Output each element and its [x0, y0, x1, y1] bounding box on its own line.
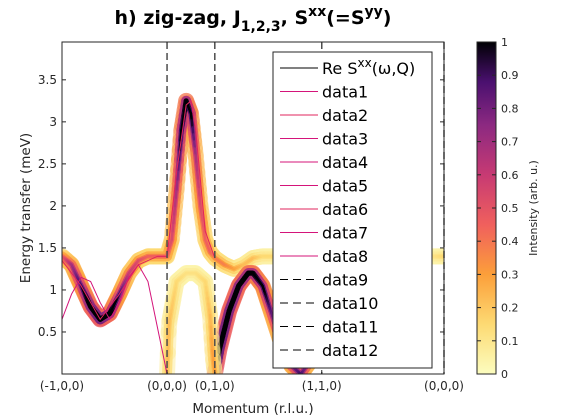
legend-box: [272, 51, 433, 369]
band-segment: [170, 229, 174, 241]
legend-label-data4: data4: [322, 153, 368, 172]
y-tick-label: 1: [49, 283, 57, 297]
legend-label-data5: data5: [322, 177, 368, 196]
band-segment: [194, 154, 198, 166]
legend-label-data7: data7: [322, 224, 368, 243]
y-tick-label: 1.5: [38, 241, 57, 255]
colorbar-tick-label: 0.3: [501, 268, 519, 281]
x-tick-label: (1,1,0): [302, 379, 342, 393]
colorbar-tick-label: 0.9: [501, 69, 519, 82]
colorbar-tick-label: 1: [501, 36, 508, 49]
legend-label-re-sxx: Re Sxx(ω,Q): [322, 56, 415, 78]
band-segment: [208, 313, 213, 329]
legend-label-data10: data10: [322, 294, 378, 313]
y-tick-label: 3.5: [38, 73, 57, 87]
colorbar-tick-label: 0.5: [501, 202, 519, 215]
legend-label-data1: data1: [322, 83, 368, 102]
x-tick-label: (0,0,0): [424, 379, 464, 393]
x-tick-label: (-1,0,0): [40, 379, 84, 393]
legend-label-data8: data8: [322, 247, 368, 266]
x-tick-label: (0,1,0): [195, 379, 235, 393]
colorbar-tick-label: 0.2: [501, 302, 519, 315]
band-segment: [172, 213, 176, 224]
series-line-data1: [62, 263, 168, 374]
band-segment: [174, 187, 178, 199]
y-tick-label: 2: [49, 199, 57, 213]
y-tick-label: 0.5: [38, 325, 57, 339]
legend: Re Sxx(ω,Q) data1 data2 data3 data4 data5 dat…: [272, 51, 433, 369]
band-segment: [175, 178, 179, 191]
colorbar-tick-label: 0: [501, 368, 508, 381]
x-axis-label: Momentum (r.l.u.): [192, 401, 313, 417]
band-segment: [172, 204, 177, 216]
band-segment: [173, 196, 178, 208]
y-axis-label: Energy transfer (meV): [18, 133, 34, 283]
legend-label-data2: data2: [322, 106, 368, 125]
legend-label-data3: data3: [322, 130, 368, 149]
x-axis-ticks: (-1,0,0) (0,0,0) (0,1,0) (1,1,0) (0,0,0): [40, 370, 464, 393]
colorbar-tick-label: 0.1: [501, 335, 519, 348]
colorbar-tick-label: 0.6: [501, 169, 519, 182]
y-axis-ticks: 0.5 1 1.5 2 2.5 3 3.5: [38, 73, 444, 339]
y-tick-label: 3: [49, 115, 57, 129]
band-segment: [196, 179, 201, 191]
band-segment: [176, 158, 181, 171]
band-segment: [210, 337, 214, 352]
colorbar-ticks: 0 0.1 0.2 0.3 0.4 0.5 0.6 0.7 0.8 0.9 1: [477, 36, 519, 381]
band-segment: [179, 129, 183, 142]
band-segment: [166, 330, 170, 355]
band-segment: [209, 325, 213, 340]
band-segment: [171, 221, 175, 233]
band-segment: [211, 348, 215, 362]
y-tick-label: 2.5: [38, 157, 57, 171]
colorbar-tick-label: 0.4: [501, 235, 519, 248]
legend-label-data11: data11: [322, 318, 378, 337]
band-segment: [196, 171, 200, 182]
x-tick-label: (0,0,0): [147, 379, 187, 393]
band-segment: [176, 168, 180, 181]
legend-label-data6: data6: [322, 200, 368, 219]
colorbar-tick-label: 0.8: [501, 102, 519, 115]
legend-label-data9: data9: [322, 271, 368, 290]
band-segment: [198, 196, 202, 208]
colorbar-tick-label: 0.7: [501, 136, 519, 149]
chart-title: h) zig-zag, J1,2,3, Sxx(=Syy): [115, 4, 392, 35]
colorbar-label: Intensity (arb. u.): [527, 160, 540, 256]
legend-label-data12: data12: [322, 341, 378, 360]
plot-frame: [61, 41, 445, 375]
band-segment: [167, 319, 171, 334]
intensity-band-3: [159, 265, 223, 374]
band-segment: [197, 187, 201, 199]
band-segment: [195, 162, 199, 174]
